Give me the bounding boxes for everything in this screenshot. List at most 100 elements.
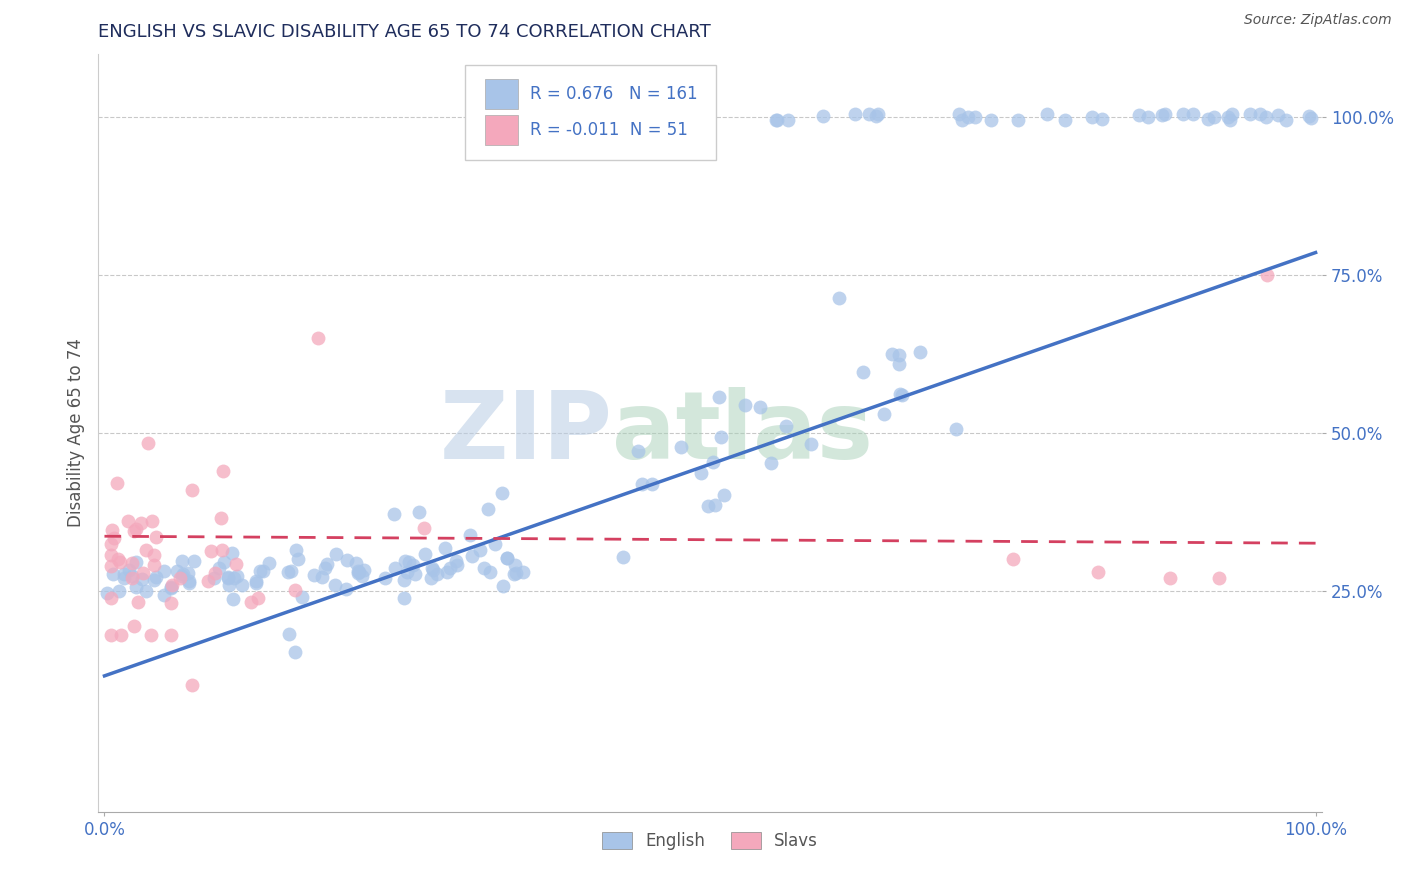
Point <box>100 628 122 642</box>
Point <box>204 566 226 581</box>
Point <box>350 569 373 583</box>
Point <box>135 543 157 558</box>
Point <box>496 551 519 566</box>
Point <box>491 486 513 500</box>
Y-axis label: Disability Age 65 to 74: Disability Age 65 to 74 <box>66 338 84 527</box>
Point <box>153 564 176 578</box>
Point <box>112 571 135 585</box>
Point <box>159 581 181 595</box>
Point <box>307 331 329 345</box>
Point <box>131 572 153 586</box>
Point <box>349 565 371 579</box>
Text: ENGLISH VS SLAVIC DISABILITY AGE 65 TO 74 CORRELATION CHART: ENGLISH VS SLAVIC DISABILITY AGE 65 TO 7… <box>98 23 711 41</box>
Point <box>169 571 191 585</box>
Text: R = -0.011  N = 51: R = -0.011 N = 51 <box>530 121 688 139</box>
Text: atlas: atlas <box>612 386 873 479</box>
Point <box>284 645 307 659</box>
Point <box>125 580 148 594</box>
Point <box>669 440 692 454</box>
Point <box>179 576 201 591</box>
Point <box>1007 112 1029 127</box>
Point <box>176 566 198 580</box>
Point <box>316 558 339 572</box>
Point <box>980 112 1002 127</box>
FancyBboxPatch shape <box>485 115 517 145</box>
Point <box>1249 106 1271 120</box>
Point <box>1298 109 1320 123</box>
Point <box>240 595 263 609</box>
Point <box>1220 106 1243 120</box>
Point <box>844 106 866 120</box>
Point <box>1254 110 1277 124</box>
Point <box>484 537 506 551</box>
Point <box>1219 112 1241 127</box>
Point <box>323 578 346 592</box>
Point <box>702 455 724 469</box>
Point <box>284 543 307 558</box>
Point <box>1091 112 1114 126</box>
Point <box>141 514 163 528</box>
Point <box>382 507 405 521</box>
Point <box>420 561 443 575</box>
Point <box>347 564 370 578</box>
Point <box>800 437 823 451</box>
Point <box>142 573 165 587</box>
Point <box>956 110 979 124</box>
Point <box>374 571 396 585</box>
Point <box>287 552 309 566</box>
Point <box>1301 111 1323 125</box>
Point <box>197 574 219 588</box>
Point <box>1001 552 1024 566</box>
Point <box>136 436 159 450</box>
Point <box>257 556 280 570</box>
Point <box>225 569 247 583</box>
Point <box>502 566 524 581</box>
Point <box>709 390 731 404</box>
Point <box>865 109 887 123</box>
Point <box>889 348 911 362</box>
Point <box>627 444 650 458</box>
Point <box>166 564 188 578</box>
Point <box>121 571 143 585</box>
Point <box>413 521 436 535</box>
Point <box>1152 107 1174 121</box>
Point <box>103 567 125 582</box>
Point <box>159 628 181 642</box>
Point <box>117 514 139 528</box>
Point <box>125 522 148 536</box>
Point <box>314 561 336 575</box>
Point <box>950 112 973 127</box>
Point <box>222 592 245 607</box>
Point <box>143 548 166 562</box>
Point <box>458 527 481 541</box>
Point <box>1197 112 1219 126</box>
Point <box>1171 107 1194 121</box>
Point <box>336 552 359 566</box>
Point <box>208 561 231 575</box>
Legend: English, Slavs: English, Slavs <box>596 825 824 856</box>
Point <box>127 595 149 609</box>
Point <box>245 574 267 589</box>
Point <box>641 477 664 491</box>
Point <box>392 573 415 587</box>
FancyBboxPatch shape <box>465 65 716 160</box>
Point <box>122 619 145 633</box>
Point <box>100 591 122 605</box>
Point <box>495 551 517 566</box>
Point <box>145 569 167 583</box>
Point <box>908 345 931 359</box>
Point <box>277 566 299 580</box>
Point <box>965 111 987 125</box>
Point <box>284 583 307 598</box>
Point <box>472 561 495 575</box>
Point <box>696 499 718 513</box>
Point <box>325 547 347 561</box>
Point <box>392 591 415 605</box>
Point <box>139 628 162 642</box>
Point <box>118 563 141 577</box>
Point <box>280 564 302 578</box>
Point <box>212 464 235 478</box>
Point <box>889 386 911 401</box>
Point <box>433 541 456 556</box>
Point <box>311 570 333 584</box>
